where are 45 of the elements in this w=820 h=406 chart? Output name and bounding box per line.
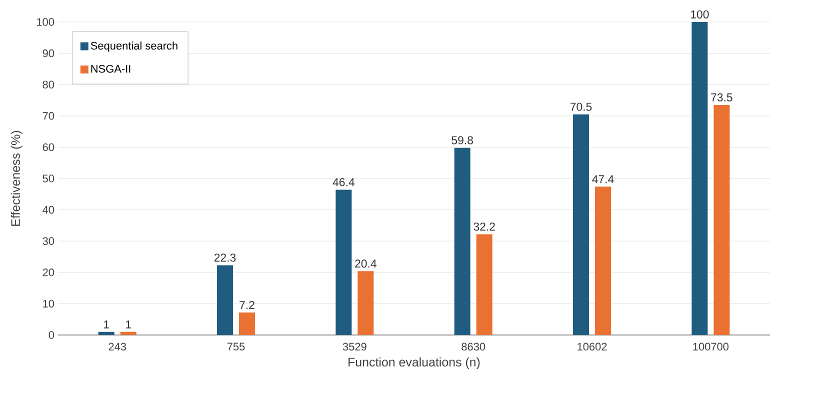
- y-tick-label: 80: [42, 80, 54, 88]
- bar: [239, 312, 255, 335]
- x-tick-label: 8630: [462, 342, 486, 351]
- bar: [98, 332, 114, 335]
- bar: [573, 114, 590, 335]
- legend-label: Sequential search: [90, 42, 178, 52]
- data-label: 22.3: [214, 254, 236, 262]
- bar: [476, 234, 492, 335]
- bar: [595, 186, 612, 335]
- data-label: 20.4: [355, 260, 376, 268]
- y-tick-label: 10: [43, 300, 54, 308]
- data-label: 100: [690, 10, 709, 18]
- bar: [120, 332, 136, 335]
- y-tick-label: 100: [37, 18, 54, 26]
- y-tick-label: 50: [42, 174, 54, 182]
- x-tick-label: 755: [227, 342, 245, 350]
- bar: [358, 271, 374, 335]
- bar: [454, 148, 470, 335]
- data-label: 32.2: [474, 222, 495, 231]
- data-label: 73.5: [711, 93, 732, 102]
- data-label: 59.8: [452, 136, 473, 144]
- y-tick-label: 20: [42, 268, 54, 276]
- y-tick-label: 60: [42, 143, 54, 152]
- data-label: 1: [126, 320, 131, 328]
- bar: [692, 22, 708, 335]
- data-label: 46.4: [332, 178, 354, 186]
- x-axis-title: Function evaluations (n): [348, 357, 480, 369]
- data-label: 70.5: [570, 102, 592, 111]
- x-tick-label: 10602: [578, 342, 607, 351]
- x-tick-label: 3529: [342, 342, 366, 351]
- bar: [714, 104, 730, 335]
- data-label: 7.2: [240, 300, 254, 309]
- data-label: 1: [104, 320, 109, 328]
- y-tick-label: 70: [42, 112, 54, 120]
- y-tick-label: 40: [42, 206, 54, 214]
- y-tick-label: 30: [42, 237, 54, 245]
- x-tick-label: 100700: [693, 342, 729, 351]
- y-tick-label: 0: [48, 331, 54, 339]
- bar: [217, 265, 233, 335]
- y-tick-label: 90: [42, 49, 54, 58]
- legend-label: NSGA-II: [91, 64, 130, 73]
- y-axis-title: Effectiveness (%): [10, 130, 22, 226]
- bar: [336, 190, 352, 335]
- x-tick-label: 243: [108, 342, 126, 351]
- data-label: 47.4: [592, 175, 614, 184]
